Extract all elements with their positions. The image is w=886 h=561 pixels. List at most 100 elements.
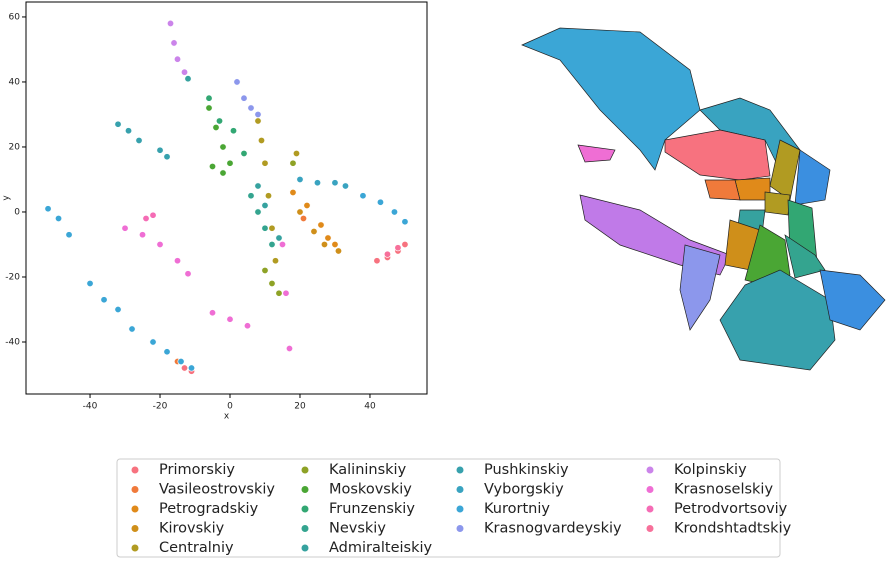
legend-label: Krondshtadtskiy: [674, 521, 792, 537]
point: [268, 279, 276, 287]
point: [261, 201, 269, 209]
x-axis-label: x: [224, 412, 230, 422]
legend-marker: [131, 466, 139, 474]
map-region: [769, 139, 801, 201]
point: [271, 257, 279, 265]
point: [261, 266, 269, 274]
district-map: [521, 27, 886, 371]
point: [303, 201, 311, 209]
point: [254, 208, 262, 216]
point: [135, 136, 143, 144]
point: [240, 94, 248, 102]
legend-marker: [646, 486, 654, 493]
point: [296, 175, 304, 183]
point: [264, 192, 272, 200]
legend-marker: [131, 544, 139, 552]
map-region: [704, 179, 741, 201]
legend-label: Krasnogvardeyskiy: [484, 521, 622, 537]
point: [268, 240, 276, 248]
x-tick-label: -20: [153, 402, 168, 412]
point: [177, 357, 185, 365]
point: [114, 305, 122, 313]
map-region: [819, 269, 886, 331]
legend-label: Vyborgskiy: [484, 482, 564, 498]
legend-marker: [301, 525, 309, 532]
point: [331, 179, 339, 187]
y-tick-label: 40: [9, 77, 21, 87]
map-region: [794, 149, 831, 206]
point: [226, 159, 234, 167]
legend-label: Nevskiy: [329, 521, 386, 537]
legend-label: Kolpinskiy: [674, 462, 747, 478]
point: [142, 214, 150, 222]
y-tick-label: -40: [5, 337, 20, 347]
point: [390, 208, 398, 216]
point: [243, 322, 251, 330]
y-tick-label: 60: [9, 12, 21, 22]
legend-label: Frunzenskiy: [329, 501, 415, 517]
legend-label: Admiralteiskiy: [329, 540, 433, 556]
point: [292, 149, 300, 157]
point: [261, 224, 269, 232]
map-region: [679, 244, 721, 331]
point: [383, 250, 391, 258]
point: [247, 192, 255, 200]
point: [174, 55, 182, 63]
point: [209, 162, 217, 170]
legend-label: Vasileostrovskiy: [159, 482, 275, 498]
y-tick-label: 0: [14, 207, 20, 217]
point: [313, 179, 321, 187]
point: [209, 309, 217, 317]
point: [219, 169, 227, 177]
x-tick-label: -40: [83, 402, 98, 412]
legend-label: Krasnoselskiy: [674, 482, 773, 498]
legend-marker: [646, 505, 654, 513]
legend-marker: [301, 466, 309, 474]
point: [334, 247, 342, 255]
point: [100, 296, 108, 304]
point: [254, 182, 262, 190]
legend-label: Centralniy: [159, 540, 234, 556]
legend-marker: [456, 486, 464, 493]
point: [285, 344, 293, 352]
point: [167, 19, 175, 27]
point: [149, 211, 157, 219]
legend-label: Primorskiy: [159, 462, 235, 478]
point: [229, 127, 237, 135]
x-tick-label: 40: [364, 402, 376, 412]
y-tick-label: 20: [9, 142, 21, 152]
point: [289, 188, 297, 196]
point: [125, 127, 133, 135]
legend-marker: [301, 486, 309, 493]
point: [65, 231, 73, 239]
point: [240, 149, 248, 157]
point: [373, 257, 381, 265]
point: [299, 214, 307, 222]
y-axis-label: y: [2, 195, 12, 201]
point: [233, 78, 241, 86]
point: [184, 270, 192, 278]
point: [188, 364, 196, 372]
legend-marker: [646, 466, 654, 474]
point: [257, 136, 265, 144]
point: [254, 110, 262, 118]
point: [268, 224, 276, 232]
point: [139, 231, 147, 239]
point: [205, 94, 213, 102]
point: [128, 325, 136, 333]
point: [320, 240, 328, 248]
legend-label: Pushkinskiy: [484, 462, 569, 478]
point: [212, 123, 220, 131]
map-region: [719, 269, 836, 371]
legend-marker: [456, 525, 464, 532]
map-region: [664, 129, 771, 181]
point: [282, 289, 290, 297]
legend-marker: [301, 505, 309, 513]
point: [278, 240, 286, 248]
legend-label: Moskovskiy: [329, 482, 412, 498]
point: [331, 240, 339, 248]
point: [296, 208, 304, 216]
point: [174, 257, 182, 265]
point: [341, 182, 349, 190]
